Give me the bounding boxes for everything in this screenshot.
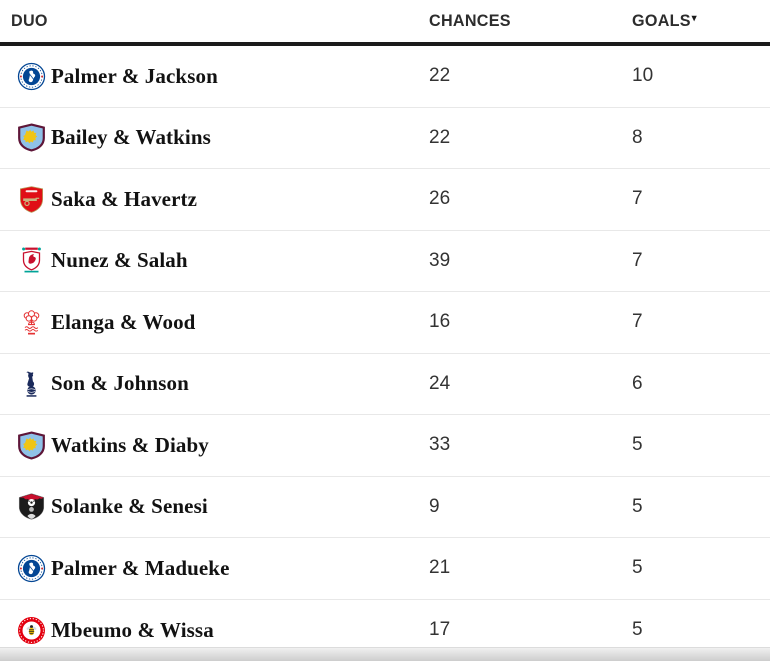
duo-cell: Bailey & Watkins	[17, 123, 429, 152]
column-header-goals-label: GOALS	[632, 11, 691, 30]
goals-value: 5	[632, 495, 643, 517]
liverpool-crest-icon	[17, 246, 46, 275]
chances-value: 17	[429, 619, 451, 641]
chances-value: 39	[429, 249, 451, 271]
duo-cell: Elanga & Wood	[17, 308, 429, 337]
duo-name: Watkins & Diaby	[51, 432, 209, 457]
duo-name: Solanke & Senesi	[51, 494, 208, 519]
chances-value: 22	[429, 65, 451, 87]
duo-name: Saka & Havertz	[51, 186, 198, 211]
aston-villa-crest-icon	[17, 123, 46, 152]
duo-cell: Palmer & Jackson	[17, 62, 429, 91]
chances-value: 24	[429, 372, 451, 394]
table-row: Watkins & Diaby 33 5	[0, 415, 770, 477]
column-header-duo[interactable]: DUO	[11, 11, 48, 30]
table-row: Nunez & Salah 39 7	[0, 230, 770, 292]
chances-value: 9	[429, 495, 440, 517]
next-section-edge	[0, 647, 770, 661]
duo-name: Elanga & Wood	[51, 309, 196, 334]
chances-value: 21	[429, 557, 451, 579]
duo-cell: Saka & Havertz	[17, 185, 429, 214]
table-row: Son & Johnson 24 6	[0, 353, 770, 415]
arsenal-crest-icon	[17, 185, 46, 214]
goals-value: 5	[632, 434, 643, 456]
goals-value: 7	[632, 249, 643, 271]
goals-value: 10	[632, 65, 654, 87]
goals-value: 8	[632, 126, 643, 148]
table-row: Saka & Havertz 26 7	[0, 169, 770, 231]
tottenham-crest-icon	[17, 369, 46, 398]
goals-value: 7	[632, 311, 643, 333]
goals-value: 5	[632, 619, 643, 641]
nottingham-forest-crest-icon	[17, 308, 46, 337]
duo-cell: Palmer & Madueke	[17, 554, 429, 583]
brentford-crest-icon	[17, 616, 46, 645]
duo-cell: Son & Johnson	[17, 369, 429, 398]
duo-name: Nunez & Salah	[51, 248, 188, 273]
sort-desc-icon: ▾	[691, 13, 697, 24]
goals-value: 6	[632, 372, 643, 394]
column-header-goals[interactable]: GOALS▾	[632, 11, 763, 31]
duo-cell: Nunez & Salah	[17, 246, 429, 275]
goals-value: 5	[632, 557, 643, 579]
goals-value: 7	[632, 188, 643, 210]
duo-cell: Solanke & Senesi	[17, 492, 429, 521]
duo-name: Bailey & Watkins	[51, 125, 211, 150]
chances-value: 22	[429, 126, 451, 148]
aston-villa-crest-icon	[17, 431, 46, 460]
duo-name: Palmer & Madueke	[51, 555, 230, 580]
table-body: Palmer & Jackson 22 10 Bailey & Watkins …	[0, 46, 770, 661]
table-row: Palmer & Jackson 22 10	[0, 46, 770, 108]
column-header-chances[interactable]: CHANCES	[429, 11, 511, 30]
table-row: Solanke & Senesi 9 5	[0, 476, 770, 538]
chances-value: 33	[429, 434, 451, 456]
table-row: Bailey & Watkins 22 8	[0, 107, 770, 169]
duo-name: Palmer & Jackson	[51, 63, 218, 88]
bournemouth-crest-icon	[17, 492, 46, 521]
duo-cell: Watkins & Diaby	[17, 431, 429, 460]
table-row: Elanga & Wood 16 7	[0, 292, 770, 354]
chelsea-crest-icon	[17, 554, 46, 583]
duo-name: Mbeumo & Wissa	[51, 617, 214, 642]
duo-cell: Mbeumo & Wissa	[17, 616, 429, 645]
chelsea-crest-icon	[17, 62, 46, 91]
duo-name: Son & Johnson	[51, 371, 189, 396]
chances-value: 16	[429, 311, 451, 333]
chances-value: 26	[429, 188, 451, 210]
table-header: DUO CHANCES GOALS▾	[0, 0, 770, 46]
table-row: Palmer & Madueke 21 5	[0, 538, 770, 600]
